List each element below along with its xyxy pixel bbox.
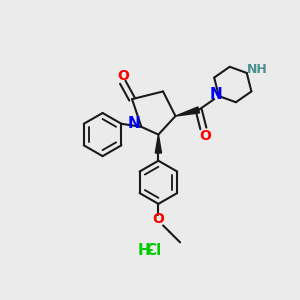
Text: NH: NH <box>247 63 268 76</box>
Text: Cl: Cl <box>146 243 162 258</box>
Text: O: O <box>117 69 129 83</box>
Polygon shape <box>176 107 200 116</box>
Text: N: N <box>127 116 140 131</box>
Text: N: N <box>209 87 222 102</box>
Text: O: O <box>199 129 211 143</box>
Text: O: O <box>152 212 164 226</box>
Text: H: H <box>138 243 151 258</box>
Polygon shape <box>155 135 161 153</box>
